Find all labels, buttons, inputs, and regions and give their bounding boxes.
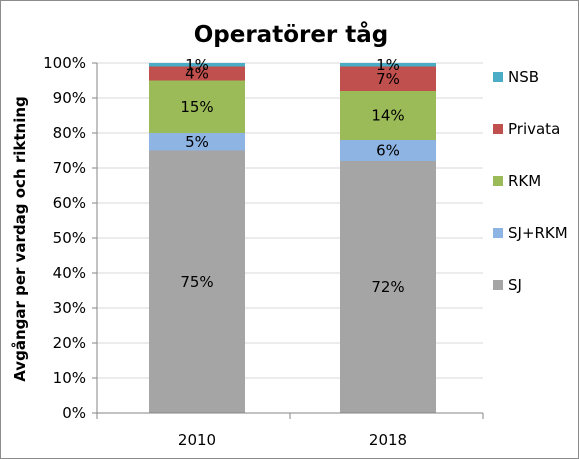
data-label: 1%: [185, 56, 209, 74]
bar-segment-privata-2018: [340, 66, 436, 91]
bar-segment-nsb-2018: [340, 63, 436, 67]
legend-swatch: [493, 72, 503, 82]
legend-swatch: [493, 280, 503, 290]
bar-segment-sj-2018: [340, 161, 436, 413]
x-tick-label: 2010: [178, 431, 216, 449]
chart-title: Operatörer tåg: [194, 21, 389, 48]
bar-segment-nsb-2010: [149, 63, 245, 67]
y-tick-label: 100%: [43, 54, 86, 72]
x-tick-label: 2018: [369, 431, 407, 449]
legend: NSB Privata RKM SJ+RKM SJ: [493, 68, 568, 294]
data-label: 1%: [376, 56, 400, 74]
legend-label: SJ: [508, 276, 522, 294]
y-axis-label: Avgångar per vardag och riktning: [11, 96, 29, 382]
bar-segment-sj-rkm-2010: [149, 133, 245, 151]
legend-label: RKM: [508, 172, 541, 190]
y-tick-label: 70%: [53, 159, 86, 177]
y-tick-label: 50%: [53, 229, 86, 247]
bar-segment-rkm-2018: [340, 91, 436, 140]
legend-label: NSB: [508, 68, 539, 86]
legend-swatch: [493, 124, 503, 134]
bar-segment-sj-2010: [149, 150, 245, 413]
bar-segment-sj-rkm-2018: [340, 140, 436, 161]
legend-swatch: [493, 228, 503, 238]
data-label: 75%: [180, 273, 213, 291]
y-tick-label: 40%: [53, 264, 86, 282]
legend-label: Privata: [508, 120, 560, 138]
y-tick-label: 30%: [53, 299, 86, 317]
y-tick-label: 80%: [53, 124, 86, 142]
data-label: 15%: [180, 98, 213, 116]
y-tick-label: 0%: [62, 404, 86, 422]
y-tick-label: 20%: [53, 334, 86, 352]
data-label: 5%: [185, 133, 209, 151]
data-label: 6%: [376, 142, 400, 160]
bars-group: 75%5%15%4%1%72%6%14%7%1%: [149, 56, 436, 413]
legend-swatch: [493, 176, 503, 186]
y-tick-label: 60%: [53, 194, 86, 212]
bar-segment-rkm-2010: [149, 80, 245, 133]
y-tick-label: 90%: [53, 89, 86, 107]
data-label: 14%: [371, 107, 404, 125]
x-tick-labels: 2010 2018: [96, 413, 484, 449]
legend-label: SJ+RKM: [508, 224, 568, 242]
y-tick-label: 10%: [53, 369, 86, 387]
data-label: 72%: [371, 278, 404, 296]
data-label: 4%: [185, 65, 209, 83]
bar-segment-privata-2010: [149, 66, 245, 81]
y-tick-labels: 0% 10% 20% 30% 40% 50% 60% 70% 80% 90% 100%: [43, 54, 97, 422]
data-label: 7%: [376, 70, 400, 88]
